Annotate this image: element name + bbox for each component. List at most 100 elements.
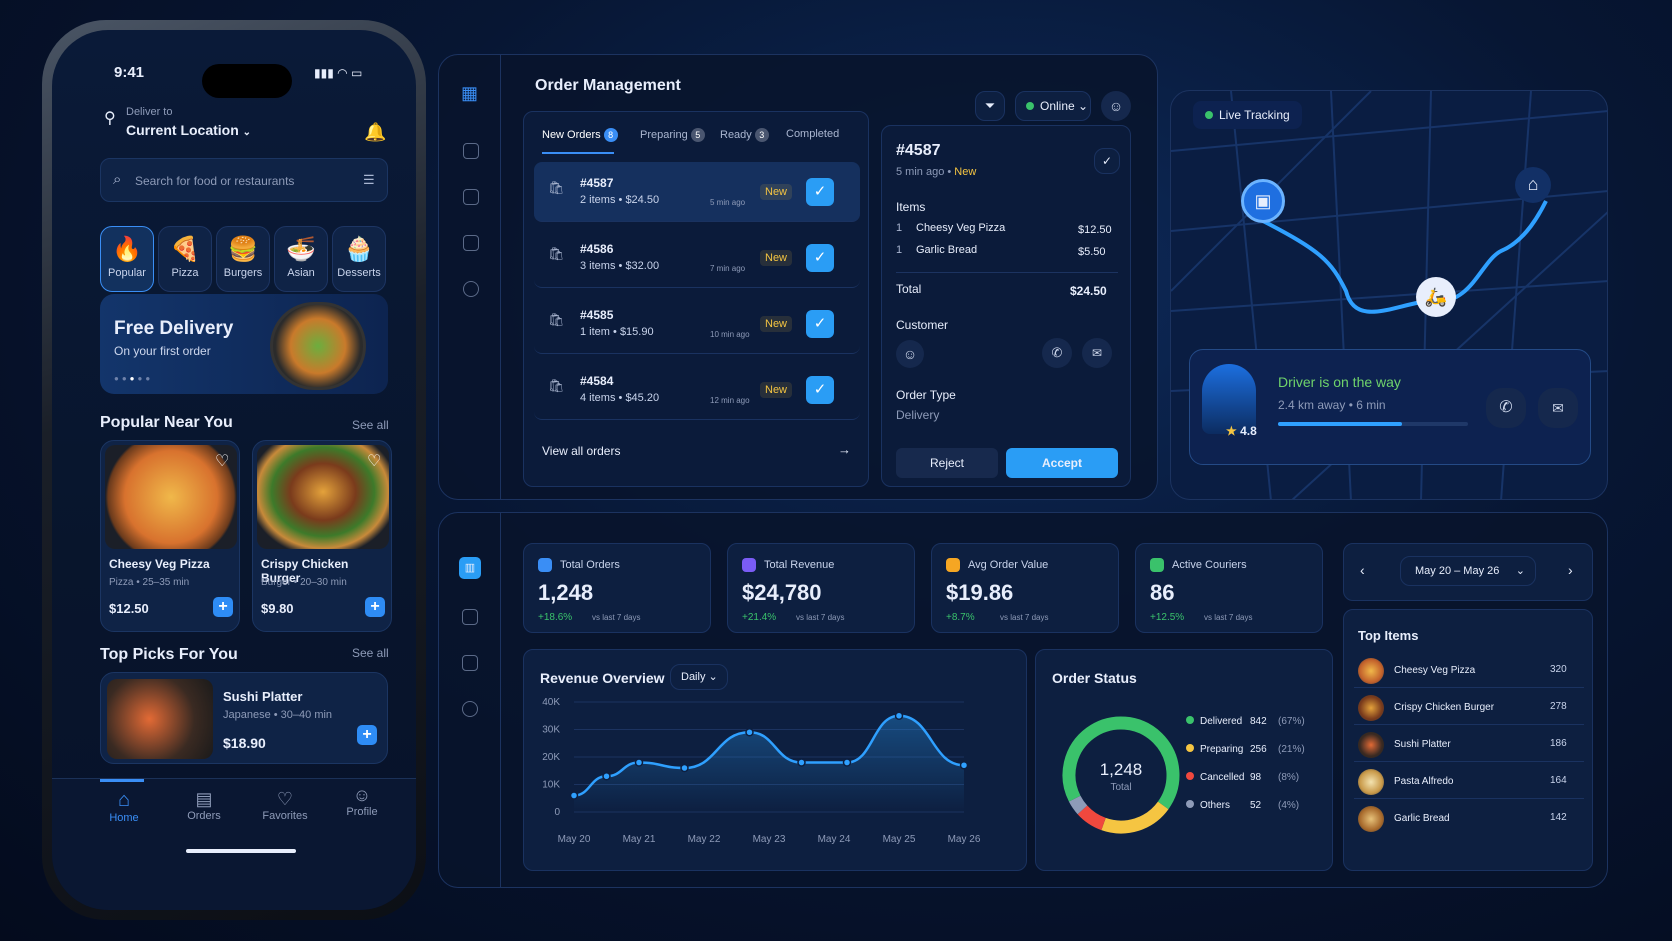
filter-icon[interactable]: ☰ [363, 172, 375, 187]
tab-ready[interactable]: Ready 3 [720, 128, 769, 142]
order-status-donut [1062, 716, 1180, 834]
order-row[interactable]: 🛍 #4587 2 items • $24.50 5 min ago New ✓ [534, 162, 860, 222]
filter-icon[interactable]: ⏷ [975, 91, 1005, 121]
analytics-panel: ▥ Total Orders 1,248 +18.6% vs last 7 days T… [438, 512, 1608, 888]
orders-icon: ▤ [195, 789, 213, 809]
stat-value: 1,248 [538, 580, 594, 605]
category-pizza[interactable]: 🍕 Pizza [158, 226, 212, 292]
top-item-row[interactable]: Sushi Platter 186 [1354, 728, 1584, 762]
courier-icon[interactable]: 🛵 [1416, 277, 1456, 317]
search-input[interactable]: Search for food or restaurants [135, 174, 295, 188]
category-label: Asian [287, 267, 315, 279]
status-text: Online [1040, 99, 1075, 113]
live-dot [1205, 111, 1213, 119]
heart-icon[interactable]: ♡ [215, 453, 230, 470]
carousel-dots[interactable]: ●●●●● [114, 374, 154, 383]
home-icon[interactable]: ⌂ [1515, 167, 1551, 203]
store-icon[interactable] [462, 609, 478, 625]
accept-check-button[interactable]: ✓ [806, 310, 834, 338]
nav-orders[interactable]: ▤ Orders [182, 789, 226, 822]
box-icon[interactable] [462, 655, 478, 671]
category-asian[interactable]: 🍜 Asian [274, 226, 328, 292]
donut-slice-delivered [1062, 716, 1180, 810]
next-icon[interactable]: › [1568, 562, 1573, 578]
bell-icon[interactable]: 🔔 [364, 122, 387, 142]
order-id: #4586 [580, 242, 614, 256]
order-time: 5 min ago [710, 198, 746, 207]
phone-icon[interactable]: ✆ [1042, 338, 1072, 368]
accept-check-button[interactable]: ✓ [806, 178, 834, 206]
add-button[interactable]: + [357, 725, 377, 745]
y-tick-label: 0 [554, 807, 560, 818]
popular-see-all[interactable]: See all [352, 418, 389, 432]
order-row[interactable]: 🛍 #4585 1 item • $15.90 10 min ago New ✓ [534, 294, 860, 354]
reject-button[interactable]: Reject [896, 448, 998, 478]
nav-favorites[interactable]: ♡ Favorites [258, 789, 312, 822]
detail-time: 5 min ago [896, 166, 945, 178]
promo-banner[interactable]: Free Delivery On your first order ●●●●● [100, 294, 388, 394]
location-selector[interactable]: Current Location ⌄ [126, 122, 251, 138]
top-item-row[interactable]: Garlic Bread 142 [1354, 802, 1584, 836]
nav-home[interactable]: ⌂ Home [104, 789, 144, 824]
banner-subtitle: On your first order [114, 344, 211, 358]
avatar[interactable]: ☺ [1101, 91, 1131, 121]
accept-check-button[interactable]: ✓ [806, 376, 834, 404]
item-meta: Burger • 20–30 min [261, 577, 347, 588]
top-pick-meta: Japanese • 30–40 min [223, 709, 333, 721]
store-icon[interactable]: ▣ [1241, 179, 1285, 223]
data-point [797, 758, 806, 767]
accept-button[interactable]: Accept [1006, 448, 1118, 478]
tab-new-orders[interactable]: New Orders 8 [542, 128, 618, 142]
grid-icon[interactable]: ▦ [461, 83, 479, 103]
category-popular[interactable]: 🔥 Popular [100, 226, 154, 292]
check-icon[interactable]: ✓ [1094, 148, 1120, 174]
order-detail-card: #4587 5 min ago • New ✓ Items 1 Cheesy Ve… [881, 125, 1131, 487]
settings-icon[interactable] [462, 701, 478, 717]
heart-icon[interactable]: ♡ [367, 453, 382, 470]
category-desserts[interactable]: 🧁 Desserts [332, 226, 386, 292]
store-icon[interactable] [463, 143, 479, 159]
popular-card[interactable]: ♡ Crispy Chicken Burger Burger • 20–30 min… [252, 440, 392, 632]
popular-card[interactable]: ♡ Cheesy Veg Pizza Pizza • 25–35 min $12.50… [100, 440, 240, 632]
data-point [894, 711, 904, 720]
call-driver-icon[interactable]: ✆ [1486, 388, 1526, 428]
chart-icon[interactable]: ▥ [459, 557, 481, 579]
order-row[interactable]: 🛍 #4586 3 items • $32.00 7 min ago New ✓ [534, 228, 860, 288]
chat-icon[interactable]: ✉ [1082, 338, 1112, 368]
top-item-row[interactable]: Crispy Chicken Burger 278 [1354, 691, 1584, 725]
y-tick-label: 40K [542, 697, 560, 708]
period-dropdown[interactable]: Daily ⌄ [670, 664, 728, 690]
box-icon[interactable] [463, 189, 479, 205]
tab-completed[interactable]: Completed [786, 128, 839, 140]
nav-profile[interactable]: ☺ Profile [340, 785, 384, 818]
revenue-line-chart: 0 10K 20K 30K 40K May 20 May 21 May 22 May 23 May… [542, 697, 981, 845]
arrow-right-icon[interactable]: → [838, 442, 851, 457]
donut-center-label: Total [1110, 782, 1132, 793]
order-row[interactable]: 🛍 #4584 4 items • $45.20 12 min ago New ✓ [534, 360, 860, 420]
category-burgers[interactable]: 🍔 Burgers [216, 226, 270, 292]
top-item-row[interactable]: Pasta Alfredo 164 [1354, 765, 1584, 799]
top-item-name: Cheesy Veg Pizza [1394, 665, 1476, 676]
top-item-row[interactable]: Cheesy Veg Pizza 320 [1354, 654, 1584, 688]
top-pick-card[interactable]: Sushi Platter Japanese • 30–40 min $18.9… [100, 672, 388, 764]
status-dropdown[interactable]: Online ⌄ [1015, 91, 1091, 121]
legend-value: 256 [1250, 744, 1267, 755]
top-picks-see-all[interactable]: See all [352, 646, 389, 660]
stat-card-active-couriers: Active Couriers 86 +12.5% vs last 7 days [1135, 543, 1323, 633]
profile-icon: ☺ [352, 785, 372, 805]
prev-icon[interactable]: ‹ [1360, 562, 1365, 578]
search-bar[interactable]: ⌕ Search for food or restaurants ☰ [100, 158, 388, 202]
add-button[interactable]: + [213, 597, 233, 617]
chat-driver-icon[interactable]: ✉ [1538, 388, 1578, 428]
order-id: #4587 [580, 176, 614, 190]
accept-check-button[interactable]: ✓ [806, 244, 834, 272]
tab-preparing[interactable]: Preparing 5 [640, 128, 705, 142]
add-button[interactable]: + [365, 597, 385, 617]
view-all-orders[interactable]: View all orders [542, 444, 621, 458]
shield-icon[interactable] [463, 281, 479, 297]
x-tick-label: May 23 [753, 834, 786, 845]
order-items: 3 items [580, 260, 616, 272]
driver-rating: ★ 4.8 [1226, 424, 1257, 438]
date-range-picker[interactable]: May 20 – May 26 ⌄ [1400, 556, 1536, 586]
calendar-icon[interactable] [463, 235, 479, 251]
